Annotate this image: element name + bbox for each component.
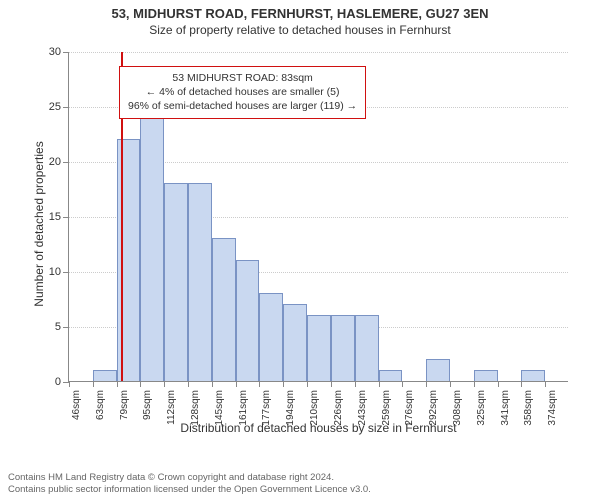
x-tick-label: 292sqm [428, 390, 439, 430]
x-tick [402, 381, 403, 387]
y-tick-label: 10 [49, 266, 61, 278]
y-tick-label: 0 [55, 376, 61, 388]
x-tick-label: 145sqm [214, 390, 225, 430]
histogram-bar [93, 370, 117, 381]
x-tick-label: 325sqm [476, 390, 487, 430]
histogram-bar [259, 293, 283, 381]
histogram-bar [188, 183, 212, 381]
x-tick-label: 112sqm [166, 390, 177, 430]
x-tick-label: 128sqm [190, 390, 201, 430]
x-tick [212, 381, 213, 387]
x-tick-label: 210sqm [309, 390, 320, 430]
x-tick [236, 381, 237, 387]
x-tick-label: 161sqm [238, 390, 249, 430]
histogram-bar [212, 238, 236, 381]
plot-area: Number of detached properties Distributi… [68, 52, 568, 382]
histogram-bar [283, 304, 307, 381]
title-subtitle: Size of property relative to detached ho… [0, 23, 600, 37]
annotation-line: 96% of semi-detached houses are larger (… [128, 99, 357, 113]
x-tick-label: 308sqm [452, 390, 463, 430]
x-tick [379, 381, 380, 387]
footer-attribution: Contains HM Land Registry data © Crown c… [8, 472, 371, 496]
histogram-bar [521, 370, 545, 381]
annotation-line: 53 MIDHURST ROAD: 83sqm [128, 71, 357, 85]
x-tick [498, 381, 499, 387]
x-tick [164, 381, 165, 387]
gridline [69, 52, 568, 53]
y-axis-label: Number of detached properties [32, 141, 46, 306]
y-tick-label: 20 [49, 156, 61, 168]
x-tick [307, 381, 308, 387]
x-tick-label: 358sqm [523, 390, 534, 430]
x-tick-label: 46sqm [71, 390, 82, 430]
x-tick-label: 95sqm [142, 390, 153, 430]
x-tick-label: 374sqm [547, 390, 558, 430]
footer-line-1: Contains HM Land Registry data © Crown c… [8, 472, 371, 484]
footer-line-2: Contains public sector information licen… [8, 484, 371, 496]
x-tick-label: 63sqm [95, 390, 106, 430]
histogram-bar [355, 315, 379, 381]
x-tick-label: 243sqm [357, 390, 368, 430]
histogram-bar [307, 315, 331, 381]
x-tick [426, 381, 427, 387]
x-tick-label: 194sqm [285, 390, 296, 430]
histogram-bar [140, 117, 164, 381]
histogram-bar [474, 370, 498, 381]
x-tick-label: 226sqm [333, 390, 344, 430]
histogram-bar [331, 315, 355, 381]
title-address: 53, MIDHURST ROAD, FERNHURST, HASLEMERE,… [0, 6, 600, 21]
x-tick [117, 381, 118, 387]
y-tick-label: 15 [49, 211, 61, 223]
histogram-bar [379, 370, 403, 381]
y-tick-label: 25 [49, 101, 61, 113]
x-tick [331, 381, 332, 387]
x-tick [93, 381, 94, 387]
x-tick [69, 381, 70, 387]
chart-container: Number of detached properties Distributi… [40, 44, 580, 434]
x-tick [283, 381, 284, 387]
x-tick [545, 381, 546, 387]
annotation-line: ← 4% of detached houses are smaller (5) [128, 85, 357, 99]
histogram-bar [164, 183, 188, 381]
histogram-bar [426, 359, 450, 381]
x-tick-label: 341sqm [500, 390, 511, 430]
x-tick [188, 381, 189, 387]
title-block: 53, MIDHURST ROAD, FERNHURST, HASLEMERE,… [0, 0, 600, 37]
histogram-bar [236, 260, 260, 381]
y-tick-label: 5 [55, 321, 61, 333]
x-tick [259, 381, 260, 387]
x-tick [474, 381, 475, 387]
x-tick [521, 381, 522, 387]
x-tick-label: 177sqm [261, 390, 272, 430]
x-tick-label: 79sqm [119, 390, 130, 430]
x-tick [355, 381, 356, 387]
x-tick-label: 259sqm [381, 390, 392, 430]
x-tick [450, 381, 451, 387]
x-tick [140, 381, 141, 387]
y-tick-label: 30 [49, 46, 61, 58]
x-tick-label: 276sqm [404, 390, 415, 430]
annotation-box: 53 MIDHURST ROAD: 83sqm← 4% of detached … [119, 66, 366, 119]
